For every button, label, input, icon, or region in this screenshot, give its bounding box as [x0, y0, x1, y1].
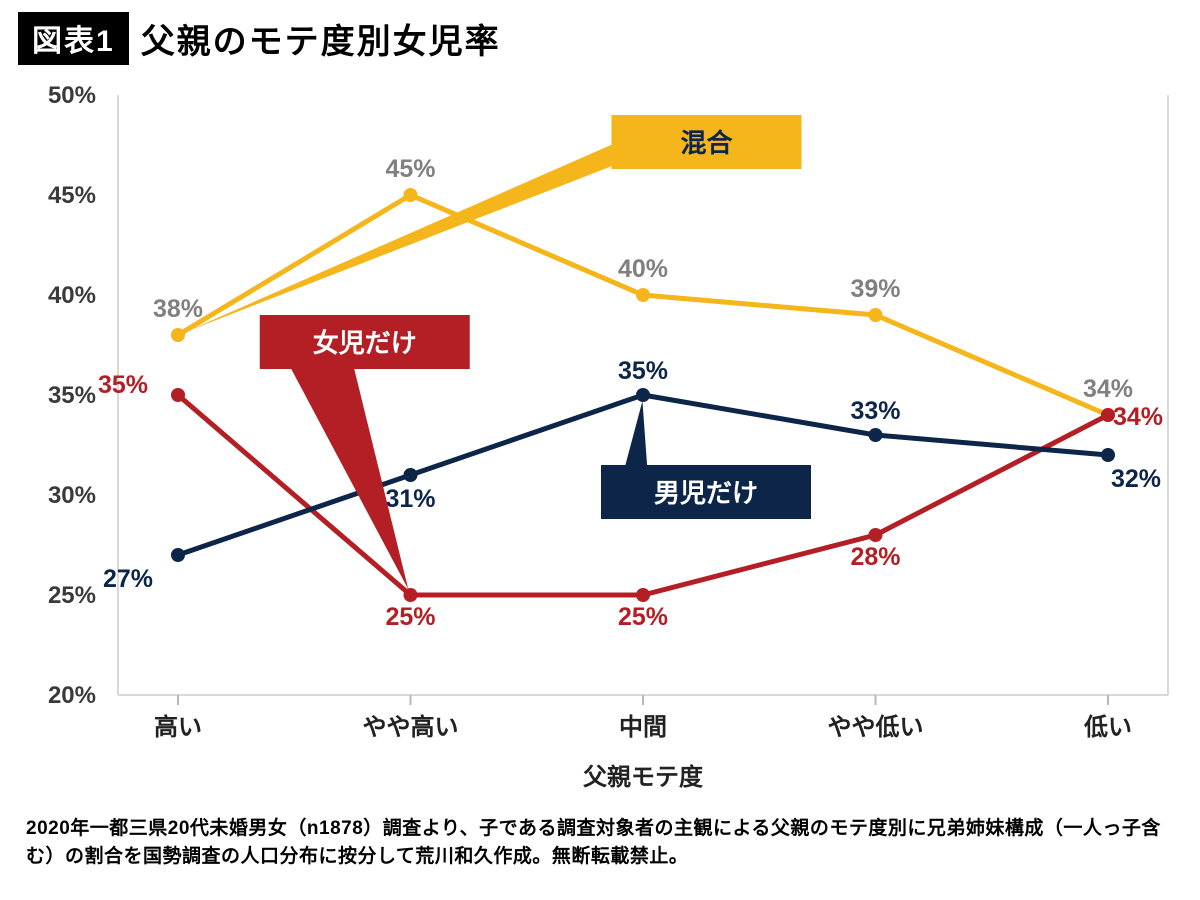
- series-marker-girls_only: [404, 588, 418, 602]
- y-tick-label: 50%: [48, 82, 96, 109]
- value-label-boys_only: 32%: [1111, 465, 1161, 493]
- value-label-girls_only: 25%: [385, 603, 435, 631]
- value-label-mixed: 34%: [1083, 375, 1133, 403]
- series-marker-mixed: [171, 328, 185, 342]
- series-marker-girls_only: [171, 388, 185, 402]
- value-label-boys_only: 31%: [385, 485, 435, 513]
- y-tick-label: 35%: [48, 382, 96, 409]
- x-axis-label: 父親モテ度: [583, 763, 704, 791]
- series-marker-boys_only: [869, 428, 883, 442]
- value-label-mixed: 38%: [153, 295, 203, 323]
- chart-area: 20% 25% 30% 35% 40% 45% 50% 高い やや高い 中間 やや低い 低い父親モテ度…: [18, 75, 1182, 815]
- figure-badge: 図表1: [18, 12, 129, 65]
- x-tick-label: 中間: [619, 714, 667, 741]
- value-label-boys_only: 33%: [850, 397, 900, 425]
- chart-container: 図表1 父親のモテ度別女児率 20% 25% 30% 35% 40% 45% 50% 高い やや…: [0, 0, 1200, 900]
- series-marker-girls_only: [869, 528, 883, 542]
- line-chart-svg: 20% 25% 30% 35% 40% 45% 50% 高い やや高い 中間 やや低い 低い父親モテ度…: [18, 75, 1182, 815]
- x-tick-label: 低い: [1083, 714, 1132, 741]
- figure-caption: 2020年一都三県20代未婚男女（n1878）調査より、子である調査対象者の主観…: [18, 815, 1182, 870]
- value-label-girls_only: 25%: [618, 603, 668, 631]
- value-label-mixed: 45%: [385, 155, 435, 183]
- value-label-mixed: 40%: [618, 255, 668, 283]
- callout-label-boys_only: 男児だけ: [654, 478, 758, 508]
- callout-pointer-boys_only: [611, 401, 651, 519]
- value-label-mixed: 39%: [850, 275, 900, 303]
- series-marker-boys_only: [1101, 448, 1115, 462]
- callout-label-girls_only: 女児だけ: [313, 328, 417, 358]
- series-marker-boys_only: [636, 388, 650, 402]
- value-label-girls_only: 28%: [850, 543, 900, 571]
- series-marker-mixed: [869, 308, 883, 322]
- value-label-girls_only: 35%: [98, 371, 148, 399]
- series-marker-boys_only: [171, 548, 185, 562]
- figure-title: 父親のモテ度別女児率: [141, 14, 501, 63]
- y-tick-label: 45%: [48, 182, 96, 209]
- x-tick-label: 高い: [154, 713, 202, 741]
- y-tick-label: 30%: [48, 482, 96, 509]
- series-marker-girls_only: [636, 588, 650, 602]
- x-tick-label: やや低い: [828, 714, 924, 741]
- callout-label-mixed: 混合: [680, 128, 733, 158]
- x-tick-label: やや高い: [363, 713, 459, 741]
- value-label-girls_only: 34%: [1113, 403, 1163, 431]
- value-label-boys_only: 27%: [103, 565, 153, 593]
- series-marker-mixed: [636, 288, 650, 302]
- y-tick-label: 40%: [48, 282, 96, 309]
- series-marker-boys_only: [404, 468, 418, 482]
- series-marker-mixed: [404, 188, 418, 202]
- value-label-boys_only: 35%: [618, 357, 668, 385]
- y-tick-label: 25%: [48, 582, 96, 609]
- title-row: 図表1 父親のモテ度別女児率: [18, 12, 1182, 65]
- y-tick-label: 20%: [48, 682, 96, 709]
